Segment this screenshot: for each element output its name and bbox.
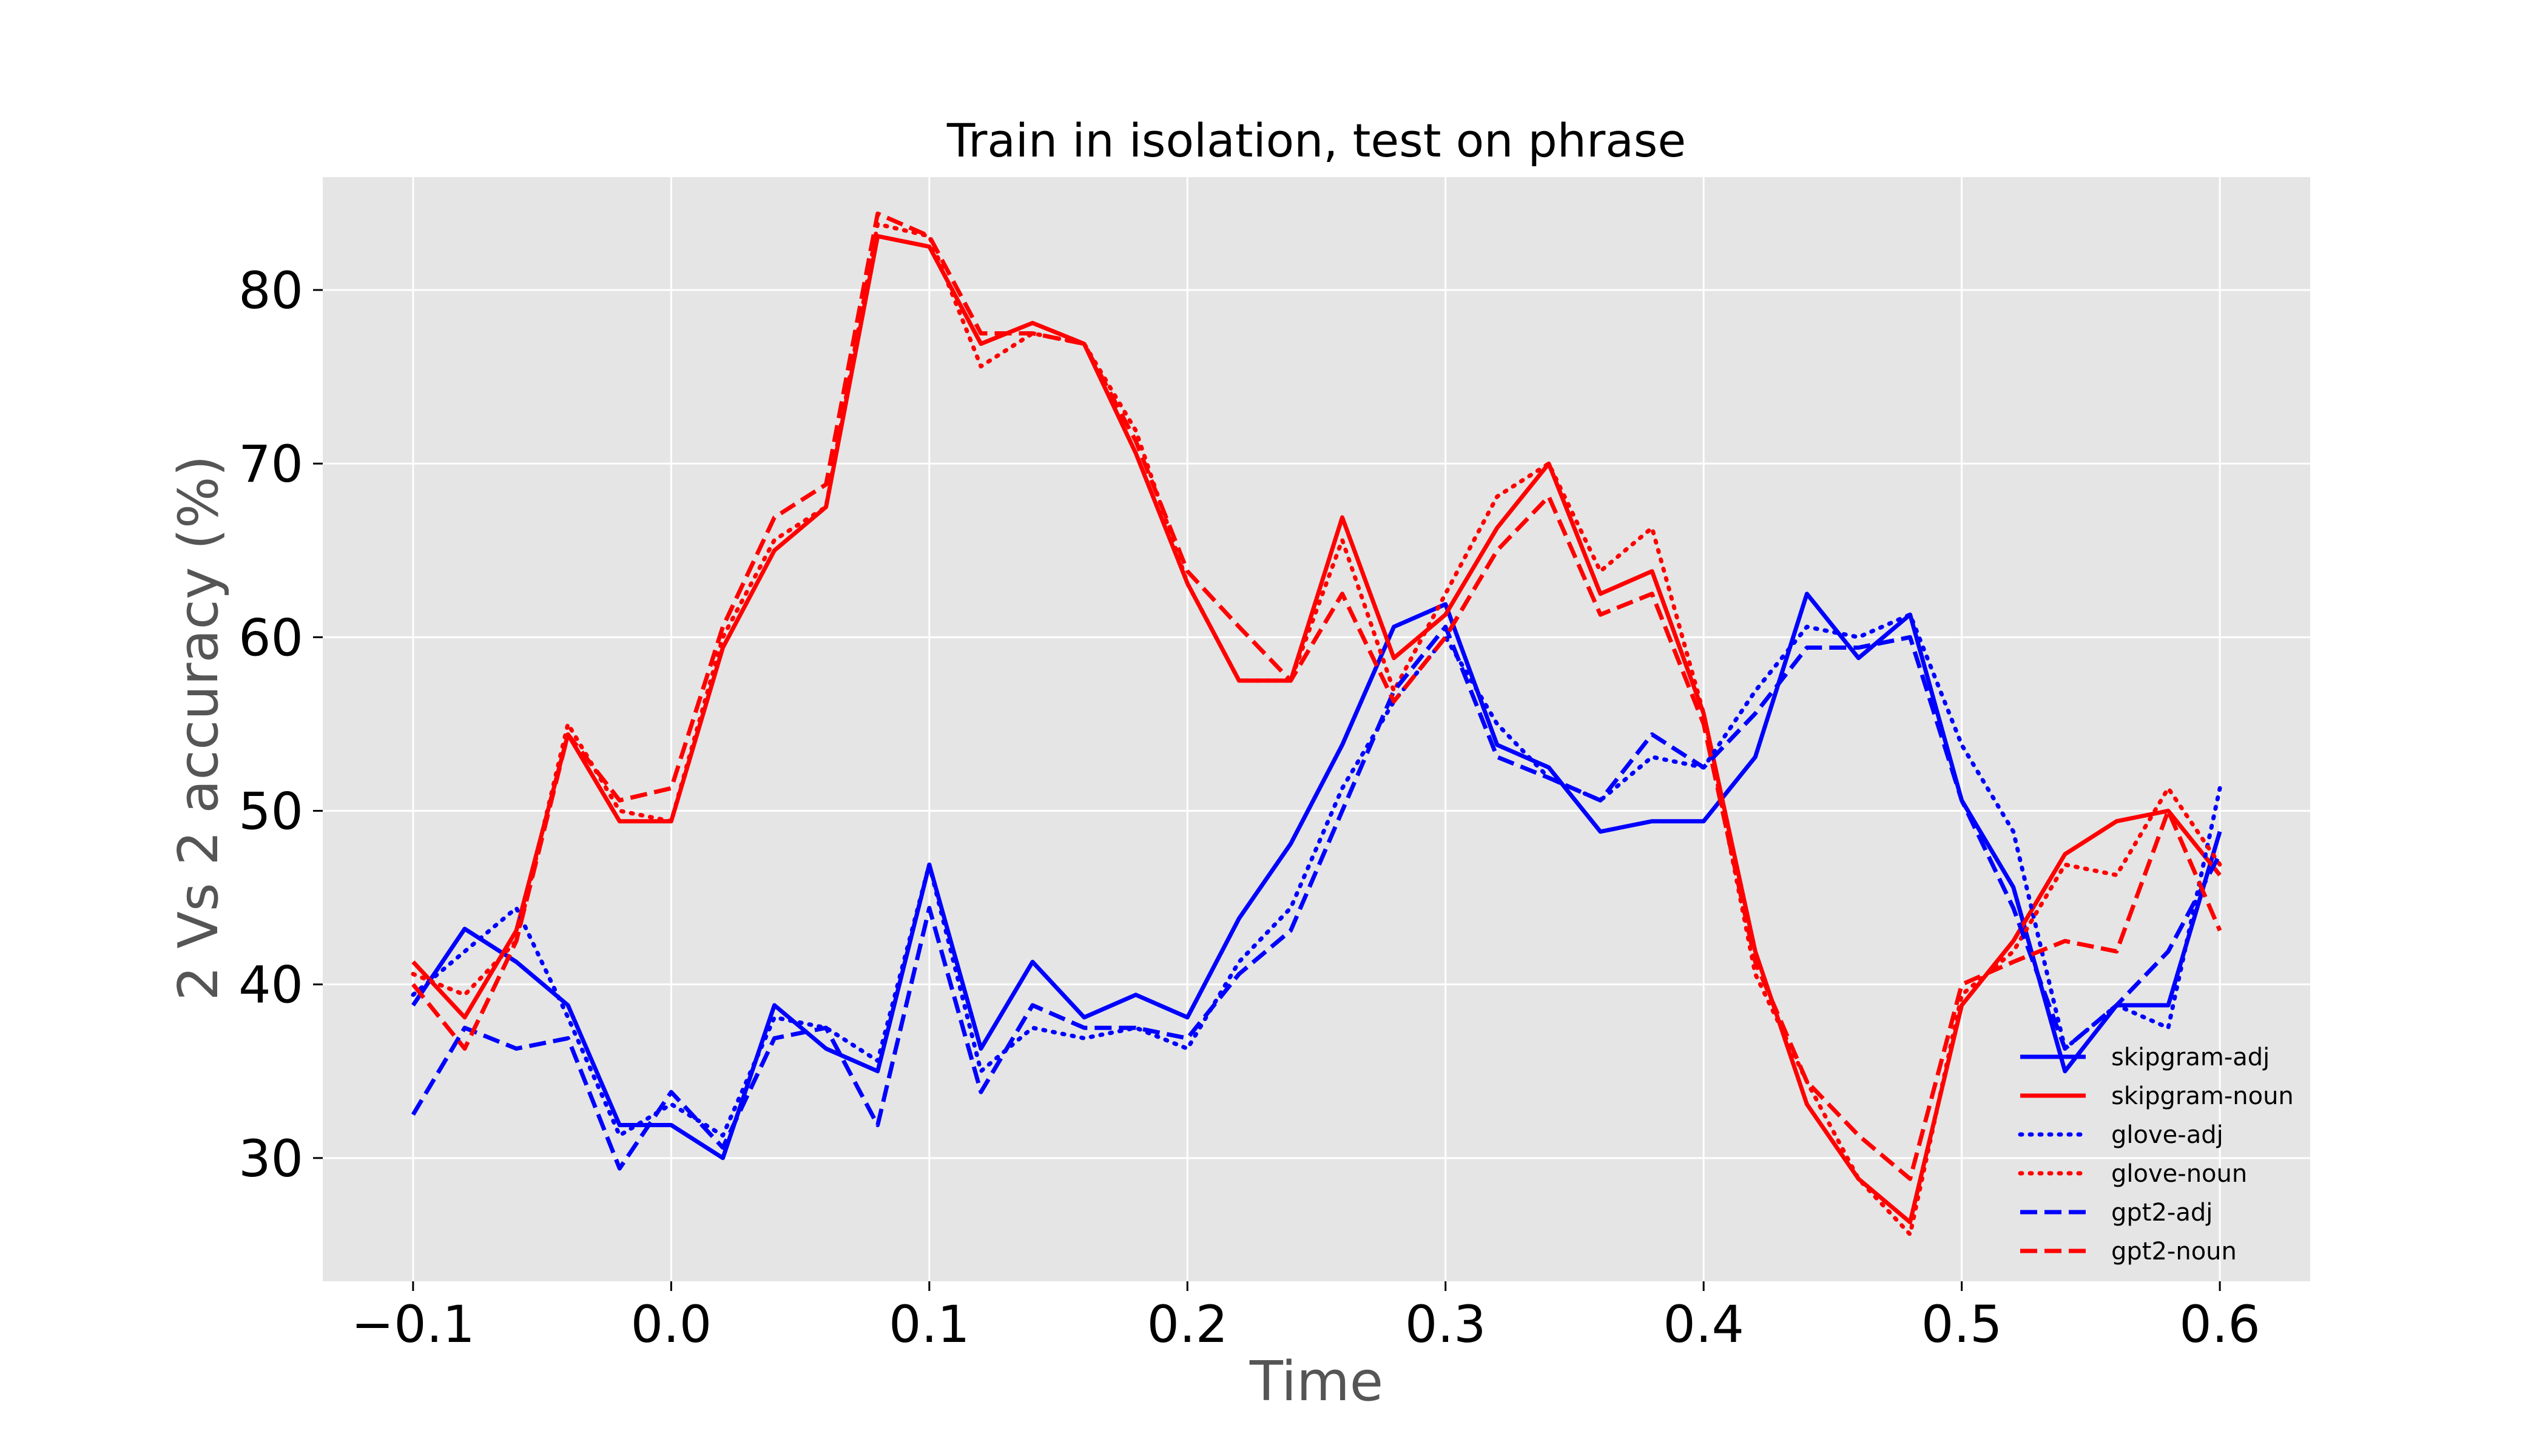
y-tick-label: 70 — [238, 434, 303, 494]
y-axis-ticks: 30 40 50 60 70 80 — [238, 261, 323, 1188]
y-tick-label: 50 — [238, 781, 303, 841]
y-tick-label: 60 — [238, 608, 303, 667]
x-tick-label: 0.6 — [2179, 1295, 2260, 1354]
legend-label: gpt2-adj — [2111, 1199, 2213, 1227]
series-line-glove-noun — [411, 221, 2222, 1237]
x-tick-label: 0.1 — [889, 1295, 970, 1354]
legend-label: glove-adj — [2111, 1121, 2223, 1149]
series-line-gpt2-adj — [411, 624, 2222, 1171]
plot-background — [323, 177, 2310, 1281]
y-tick-label: 40 — [238, 956, 303, 1015]
x-tick-label: 0.3 — [1405, 1295, 1486, 1354]
series-line-skipgram-noun — [411, 234, 2222, 1225]
series-line-glove-adj — [411, 612, 2222, 1138]
legend-label: gpt2-noun — [2111, 1238, 2237, 1266]
legend: skipgram-adj skipgram-noun glove-adj glove-… — [2018, 1043, 2294, 1266]
chart-title: Train in isolation, test on phrase — [946, 113, 1686, 167]
x-tick-label: −0.1 — [351, 1295, 475, 1354]
series-line-gpt2-noun — [411, 211, 2222, 1181]
y-axis-label: 2 Vs 2 accuracy (%) — [167, 455, 231, 1000]
x-tick-label: 0.4 — [1663, 1295, 1744, 1354]
legend-label: skipgram-noun — [2111, 1082, 2294, 1110]
x-tick-label: 0.2 — [1147, 1295, 1228, 1354]
x-tick-label: 0.5 — [1921, 1295, 2003, 1354]
series-line-skipgram-adj — [411, 592, 2222, 1161]
x-axis-label: Time — [1249, 1350, 1383, 1414]
legend-label: glove-noun — [2111, 1160, 2247, 1188]
legend-label: skipgram-adj — [2111, 1043, 2270, 1071]
series-layer — [411, 211, 2222, 1237]
y-tick-label: 80 — [238, 261, 303, 320]
x-axis-ticks: −0.1 0.0 0.1 0.2 0.3 0.4 0.5 0.6 — [351, 1281, 2260, 1354]
y-tick-label: 30 — [238, 1129, 303, 1188]
x-tick-label: 0.0 — [631, 1295, 712, 1354]
